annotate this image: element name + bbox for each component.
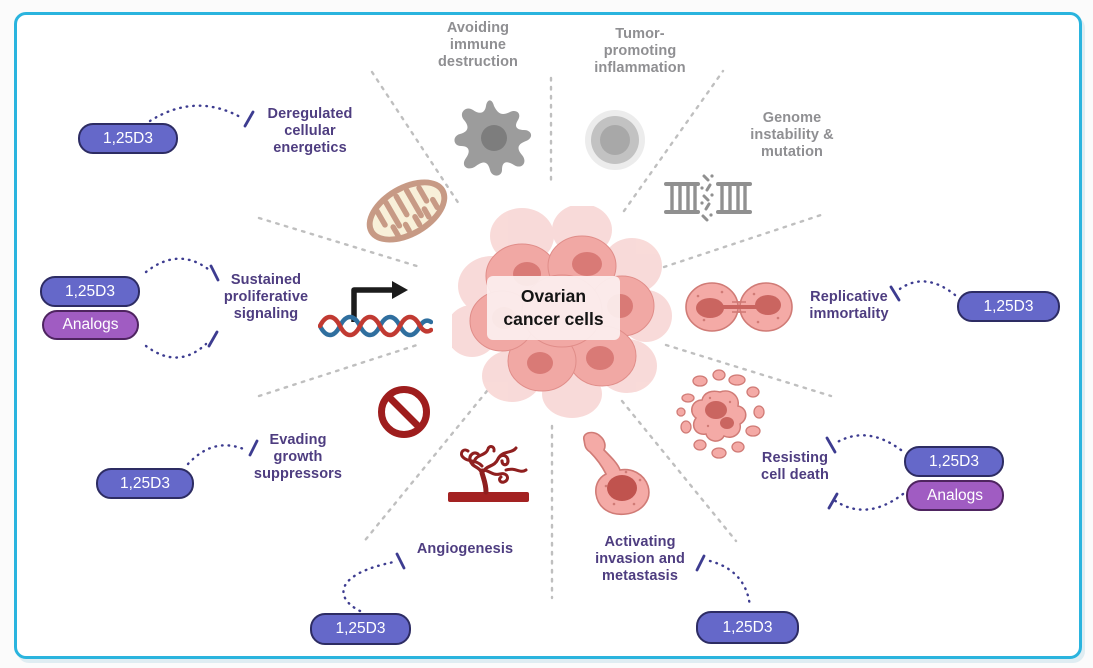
pill-analogs-cell-death: Analogs	[906, 480, 1004, 511]
pill-125d3-cell-death: 1,25D3	[904, 446, 1004, 477]
pill-125d3-invasion: 1,25D3	[696, 611, 799, 644]
hallmark-label-resisting-cell-death: Resisting cell death	[761, 450, 829, 484]
pill-125d3-energetics: 1,25D3	[78, 123, 178, 154]
hallmark-label-angiogenesis: Angiogenesis	[416, 541, 514, 557]
migrating-cell-icon	[583, 431, 650, 516]
hallmark-label-evading-growth-suppressors: Evading growth suppressors	[253, 432, 343, 483]
cell-division-icon	[685, 282, 793, 332]
dna-damage-icon	[664, 174, 752, 222]
hallmark-label-replicative-immortality: Replicative immortality	[809, 289, 889, 323]
apoptotic-cell-icon	[676, 369, 765, 459]
hallmark-label-deregulated-cellular-energetics: Deregulated cellular energetics	[267, 106, 353, 157]
dendritic-cell-icon	[454, 100, 532, 176]
pill-125d3-immortality: 1,25D3	[957, 291, 1060, 322]
blood-vessels-icon	[448, 445, 529, 502]
pill-125d3-proliferative: 1,25D3	[40, 276, 140, 307]
mitochondria-icon	[366, 179, 448, 243]
pill-125d3-angiogenesis: 1,25D3	[310, 613, 411, 645]
hallmark-label-activating-invasion-metastasis: Activating invasion and metastasis	[595, 534, 685, 585]
hallmark-label-genome-instability-mutation: Genome instability & mutation	[750, 110, 834, 161]
pill-125d3-growth-suppressors: 1,25D3	[96, 468, 194, 499]
hallmark-label-tumor-promoting-inflammation: Tumor- promoting inflammation	[594, 26, 686, 77]
hallmark-label-avoiding-immune-destruction: Avoiding immune destruction	[437, 20, 519, 71]
no-entry-icon	[378, 386, 430, 438]
immune-cell-icon	[585, 110, 645, 170]
pill-analogs-proliferative: Analogs	[42, 310, 139, 340]
dna-transcription-icon	[318, 281, 433, 338]
center-label-ovarian-cancer-cells: Ovarian cancer cells	[487, 276, 620, 340]
hallmark-label-sustained-proliferative-signaling: Sustained proliferative signaling	[223, 272, 309, 323]
